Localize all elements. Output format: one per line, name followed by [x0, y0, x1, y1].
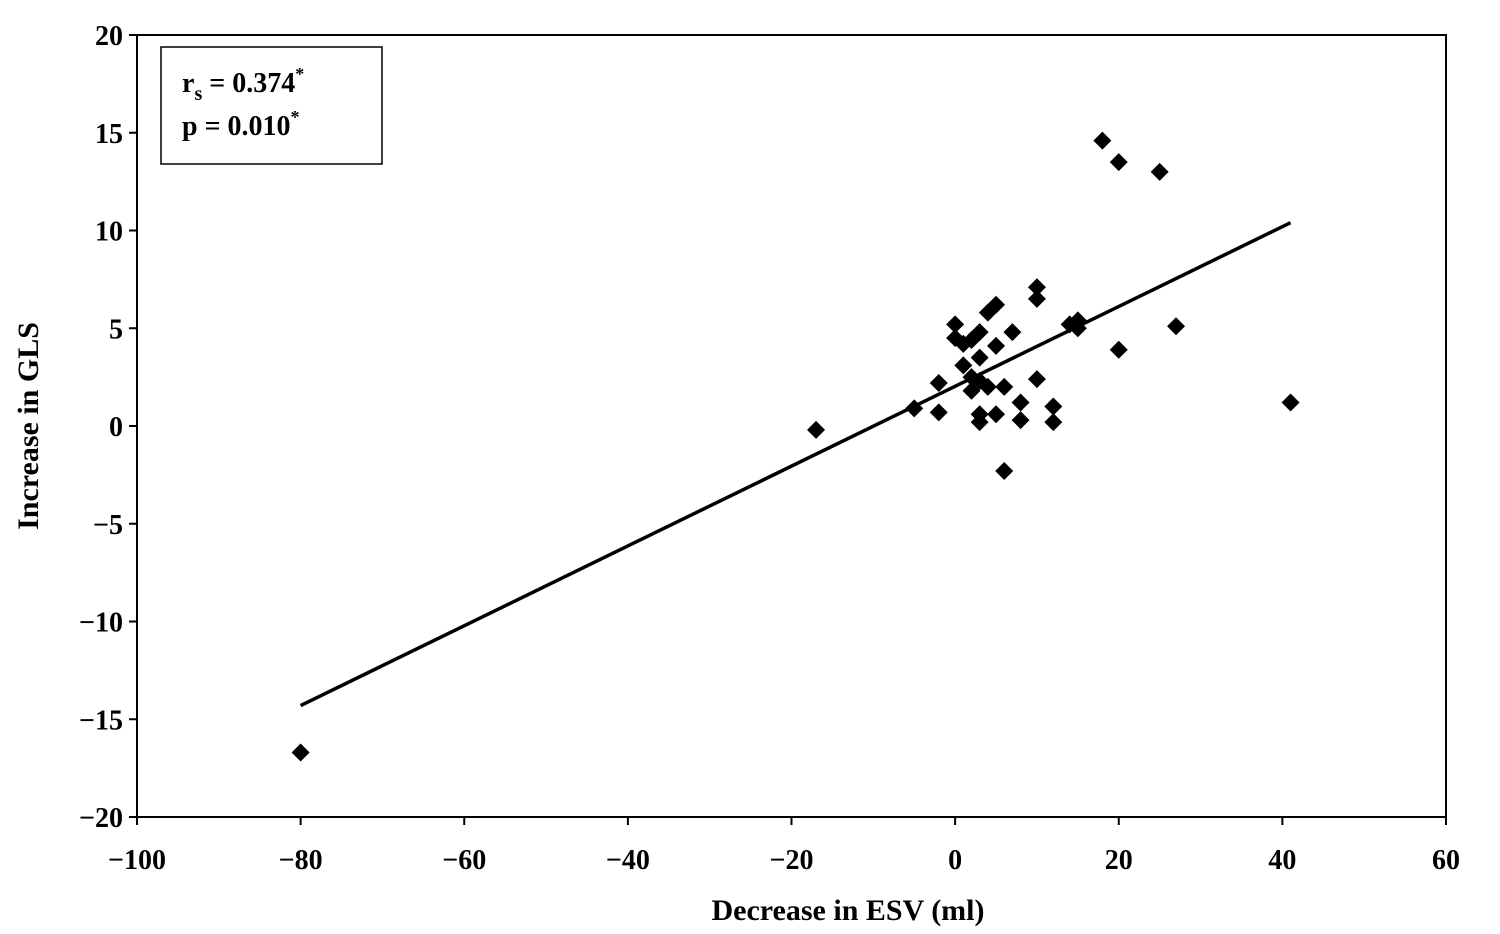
- trend-line: [299, 221, 1292, 708]
- data-point: [954, 356, 973, 375]
- x-tick-label: −20: [770, 845, 814, 876]
- y-tick-label: −5: [93, 510, 123, 541]
- data-point: [1044, 413, 1063, 432]
- data-point: [995, 461, 1014, 480]
- data-point: [970, 323, 989, 342]
- data-point: [1027, 278, 1046, 297]
- data-point: [1003, 323, 1022, 342]
- data-point: [970, 348, 989, 367]
- data-point: [1150, 162, 1169, 181]
- data-point: [970, 413, 989, 432]
- stats-box: [160, 46, 383, 165]
- y-tick-label: −10: [79, 608, 123, 639]
- y-tick-label: −15: [79, 705, 123, 736]
- data-point: [946, 315, 965, 334]
- x-tick-label: 40: [1268, 845, 1296, 876]
- data-point: [291, 743, 310, 762]
- data-point: [1093, 131, 1112, 150]
- data-point: [1027, 289, 1046, 308]
- x-tick-label: −60: [442, 845, 486, 876]
- x-tick-label: 60: [1432, 845, 1460, 876]
- data-point: [807, 420, 826, 439]
- x-axis-label: Decrease in ESV (ml): [711, 894, 984, 927]
- data-point: [1167, 317, 1186, 336]
- x-tick-label: 0: [948, 845, 962, 876]
- x-tick-label: −40: [606, 845, 650, 876]
- data-point: [987, 336, 1006, 355]
- data-point: [1109, 153, 1128, 172]
- y-tick-label: 20: [95, 21, 123, 52]
- y-axis-label: Increase in GLS: [12, 322, 45, 530]
- x-tick-label: 20: [1105, 845, 1133, 876]
- rs-annotation: rs = 0.374*: [182, 64, 304, 105]
- data-point: [1011, 393, 1030, 412]
- data-point: [1044, 397, 1063, 416]
- data-point: [1011, 411, 1030, 430]
- data-point: [987, 295, 1006, 314]
- data-point: [995, 377, 1014, 396]
- data-point: [929, 373, 948, 392]
- data-point: [905, 399, 924, 418]
- y-tick-label: 0: [109, 412, 123, 443]
- data-point: [1109, 340, 1128, 359]
- data-point: [929, 403, 948, 422]
- y-tick-label: 15: [95, 119, 123, 150]
- data-point: [978, 377, 997, 396]
- data-point: [1281, 393, 1300, 412]
- data-point: [987, 405, 1006, 424]
- p-annotation: p = 0.010*: [182, 107, 300, 142]
- data-point: [1068, 319, 1087, 338]
- y-tick-label: 5: [109, 314, 123, 345]
- y-tick-label: 10: [95, 217, 123, 248]
- y-tick-label: −20: [79, 803, 123, 834]
- data-point: [1027, 370, 1046, 389]
- x-tick-label: −100: [108, 845, 166, 876]
- x-tick-label: −80: [279, 845, 323, 876]
